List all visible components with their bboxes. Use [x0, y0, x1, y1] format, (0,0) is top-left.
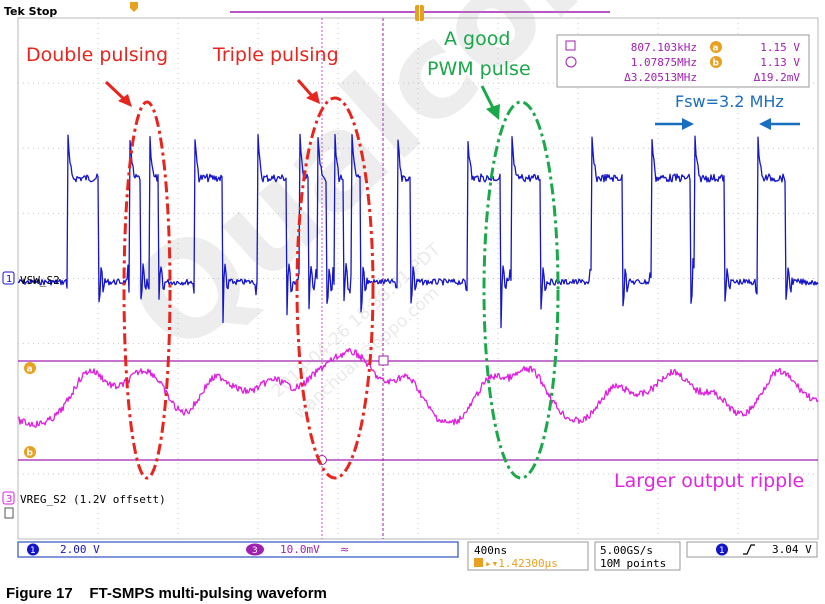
fsw-annotation: Fsw=3.2 MHz — [655, 92, 800, 130]
good-pwm-annotation: A good PWM pulse — [427, 28, 560, 480]
double-pulsing-annotation: Double pulsing — [26, 44, 172, 480]
cursor-b-value: 1.13 V — [760, 56, 800, 69]
triple-pulsing-annotation: Triple pulsing — [212, 44, 375, 480]
acquisition-readout[interactable]: 5.00GS/s 10M points — [594, 541, 681, 571]
cursor-square-icon — [565, 40, 576, 51]
svg-text:Double pulsing: Double pulsing — [26, 44, 168, 66]
ch1-ground-marker[interactable]: 1 — [2, 271, 15, 285]
svg-text:1: 1 — [6, 274, 12, 285]
svg-text:b: b — [713, 59, 720, 69]
trigger-position-icon — [415, 5, 424, 21]
svg-text:400ns: 400ns — [474, 544, 507, 557]
cursor-a-value: 1.15 V — [760, 41, 800, 54]
trigger-readout[interactable]: 1 3.04 V — [686, 541, 818, 558]
timebase-readout[interactable]: 400ns ▸▾1.42300µs — [467, 541, 589, 571]
trigger-position-value: ▸▾1.42300µs — [485, 557, 558, 570]
double-pulsing-arrow — [104, 80, 127, 102]
ch3-icon — [246, 543, 264, 556]
svg-text:Fsw=3.2 MHz: Fsw=3.2 MHz — [675, 92, 784, 111]
svg-text:2.00 V: 2.00 V — [60, 543, 100, 556]
svg-text:A good: A good — [444, 28, 510, 50]
svg-text:Triple pulsing: Triple pulsing — [212, 44, 339, 66]
svg-text:10M points: 10M points — [600, 557, 666, 570]
svg-text:3: 3 — [6, 494, 12, 505]
graticule-grid — [18, 18, 818, 539]
svg-text:a: a — [27, 365, 33, 375]
ch3-ground-marker[interactable]: 3 — [2, 491, 15, 505]
svg-text:10.0mV: 10.0mV — [280, 543, 320, 556]
svg-text:1: 1 — [719, 546, 725, 556]
svg-text:3: 3 — [252, 546, 258, 556]
trigger-marker-icon — [130, 2, 138, 12]
triple-pulsing-arrow — [296, 79, 315, 98]
cursor-freq-delta: Δ3.20513MHz — [624, 71, 697, 84]
ch1-waveform — [17, 133, 819, 329]
trigger-channel-icon — [716, 543, 728, 556]
cursor-handle-square[interactable] — [378, 355, 389, 366]
ch3-offset-marker — [4, 507, 14, 519]
ch1-icon — [27, 543, 39, 556]
cursor-b-marker[interactable]: b — [24, 446, 36, 459]
ch3-scale-readout[interactable]: 3 10.0mV ≈ — [246, 543, 349, 556]
triple-pulsing-ellipse — [295, 96, 375, 480]
good-pwm-arrow — [480, 85, 495, 109]
readout-a-icon: a — [710, 41, 722, 54]
bandwidth-limit-icon: ≈ — [340, 543, 349, 556]
svg-text:3.04 V: 3.04 V — [772, 543, 812, 556]
rising-edge-icon — [743, 544, 755, 555]
readout-b-icon: b — [710, 56, 722, 69]
double-pulsing-ellipse — [122, 100, 172, 480]
ch1-label: VSW_S2 — [20, 274, 60, 287]
trigger-position-badge — [474, 558, 483, 567]
svg-text:5.00GS/s: 5.00GS/s — [600, 544, 653, 557]
cursor-freq-2: 1.07875MHz — [631, 56, 697, 69]
svg-text:1: 1 — [30, 546, 36, 556]
good-pwm-ellipse — [482, 100, 560, 480]
ch3-label: VREG_S2 (1.2V offsett) — [20, 493, 166, 506]
bottom-status-bar: 1 2.00 V 3 10.0mV ≈ 400ns ▸▾1.42300µs 5.… — [17, 541, 818, 571]
svg-text:a: a — [713, 44, 719, 54]
cursor-a-marker[interactable]: a — [24, 362, 36, 375]
cursor-circle-icon — [565, 56, 577, 68]
cursor-freq-1: 807.103kHz — [631, 41, 697, 54]
figure-caption: Figure 17 FT-SMPS multi-pulsing waveform — [6, 585, 327, 602]
ch1-scale-readout[interactable]: 1 2.00 V — [17, 541, 459, 558]
scope-status: Tek Stop — [4, 5, 57, 18]
cursor-delta-v: Δ19.2mV — [754, 71, 801, 84]
svg-text:PWM pulse: PWM pulse — [427, 58, 531, 80]
svg-text:b: b — [27, 449, 34, 459]
ripple-annotation: Larger output ripple — [614, 470, 804, 492]
cursor-readout-panel: 807.103kHz 1.07875MHz Δ3.20513MHz a b 1.… — [556, 34, 810, 88]
ch3-waveform — [17, 348, 819, 428]
